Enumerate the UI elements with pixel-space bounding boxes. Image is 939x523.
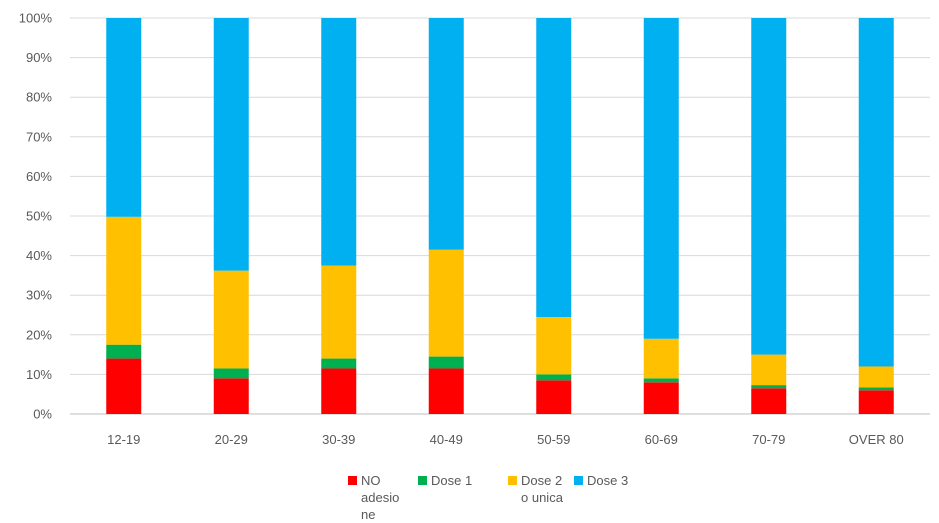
y-tick-label: 10% <box>26 367 52 382</box>
x-tick-label: 12-19 <box>107 432 140 447</box>
legend-label: NO adesione <box>361 473 400 522</box>
legend-label: Dose 2 o unica <box>521 473 563 505</box>
y-axis: 0% 10% 20% 30% 40% 50% 60% 70% 80% 90% 100% <box>19 11 53 422</box>
legend-swatch <box>418 476 427 485</box>
bar-segment[interactable] <box>751 18 787 355</box>
bars <box>106 18 894 414</box>
bar-segment[interactable] <box>428 18 464 250</box>
bar-segment[interactable] <box>106 18 142 217</box>
x-tick-label: 50-59 <box>537 432 570 447</box>
bar-segment[interactable] <box>321 368 357 414</box>
bar-segment[interactable] <box>213 368 249 379</box>
y-tick-label: 70% <box>26 129 52 144</box>
bar-segment[interactable] <box>321 358 357 369</box>
bar-segment[interactable] <box>428 368 464 414</box>
bar-segment[interactable] <box>643 338 679 379</box>
bar-segment[interactable] <box>321 265 357 359</box>
y-tick-label: 80% <box>26 90 52 105</box>
x-tick-label: 20-29 <box>215 432 248 447</box>
y-tick-label: 100% <box>19 11 53 26</box>
y-tick-label: 40% <box>26 248 52 263</box>
x-axis: 12-19 20-29 30-39 40-49 50-59 60-69 70-79 OVER … <box>107 432 904 447</box>
legend-swatch <box>574 476 583 485</box>
legend-label: Dose 1 <box>431 473 473 488</box>
bar-segment[interactable] <box>321 18 357 266</box>
legend: NO adesione Dose 1 Dose 2 o unica Dose 3 <box>0 462 939 522</box>
y-tick-label: 90% <box>26 50 52 65</box>
x-tick-label: OVER 80 <box>849 432 904 447</box>
stacked-bar-chart: 0% 10% 20% 30% 40% 50% 60% 70% 80% 90% 100% 12-19 2… <box>19 11 930 447</box>
x-tick-label: 40-49 <box>430 432 463 447</box>
y-tick-label: 50% <box>26 209 52 224</box>
x-tick-label: 60-69 <box>645 432 678 447</box>
bar-segment[interactable] <box>858 390 894 414</box>
bar-segment[interactable] <box>751 388 787 414</box>
bar-segment[interactable] <box>536 316 572 375</box>
legend-item-no-adesione[interactable]: NO adesione <box>348 472 403 523</box>
bar-segment[interactable] <box>213 378 249 414</box>
y-tick-label: 20% <box>26 327 52 342</box>
legend-item-dose-2[interactable]: Dose 2 o unica <box>508 472 569 506</box>
bar-segment[interactable] <box>536 380 572 414</box>
bar-segment[interactable] <box>751 385 787 389</box>
bar-segment[interactable] <box>428 249 464 357</box>
y-tick-label: 60% <box>26 169 52 184</box>
bar-segment[interactable] <box>643 18 679 339</box>
y-tick-label: 0% <box>33 407 52 422</box>
gridlines <box>70 17 930 415</box>
y-tick-label: 30% <box>26 288 52 303</box>
legend-item-dose-1[interactable]: Dose 1 <box>418 472 491 489</box>
x-tick-label: 30-39 <box>322 432 355 447</box>
bar-segment[interactable] <box>536 374 572 381</box>
bar-segment[interactable] <box>106 344 142 359</box>
bar-segment[interactable] <box>858 387 894 391</box>
bar-segment[interactable] <box>643 378 679 383</box>
legend-item-dose-3[interactable]: Dose 3 <box>574 472 647 489</box>
bar-segment[interactable] <box>536 18 572 317</box>
bar-segment[interactable] <box>751 354 787 386</box>
legend-swatch <box>508 476 517 485</box>
bar-segment[interactable] <box>213 18 249 271</box>
bar-segment[interactable] <box>643 382 679 414</box>
bar-segment[interactable] <box>106 216 142 345</box>
x-tick-label: 70-79 <box>752 432 785 447</box>
bar-segment[interactable] <box>428 356 464 369</box>
bar-segment[interactable] <box>213 270 249 369</box>
legend-label: Dose 3 <box>587 473 629 488</box>
bar-segment[interactable] <box>858 18 894 367</box>
bar-segment[interactable] <box>106 358 142 414</box>
legend-swatch <box>348 476 357 485</box>
bar-segment[interactable] <box>858 366 894 388</box>
